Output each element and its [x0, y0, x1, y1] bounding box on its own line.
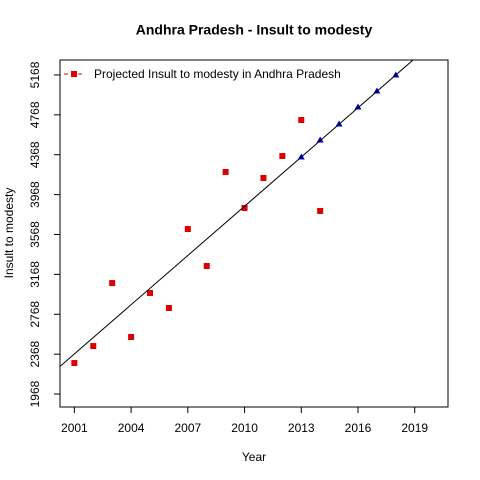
y-tick-label: 3568	[28, 221, 42, 248]
x-tick-label: 2016	[345, 421, 372, 435]
square-marker	[165, 304, 172, 311]
square-marker	[298, 117, 305, 124]
y-tick-label: 2768	[28, 301, 42, 328]
y-tick-label: 3968	[28, 181, 42, 208]
square-marker	[147, 290, 154, 297]
x-axis-label: Year	[242, 450, 266, 464]
triangle-marker	[354, 103, 362, 110]
square-marker	[109, 280, 116, 287]
y-tick-label: 5168	[28, 61, 42, 88]
x-tick-label: 2010	[231, 421, 258, 435]
square-marker	[222, 168, 229, 175]
square-marker	[71, 360, 78, 367]
y-tick-label: 4768	[28, 101, 42, 128]
square-marker	[260, 174, 267, 181]
y-tick-label: 2368	[28, 340, 42, 367]
trend-line	[60, 60, 414, 367]
triangle-marker	[335, 120, 343, 127]
square-marker	[184, 226, 191, 233]
y-tick-label: 1968	[28, 380, 42, 407]
x-tick-label: 2007	[174, 421, 201, 435]
chart-title: Andhra Pradesh - Insult to modesty	[136, 22, 373, 38]
square-marker	[203, 263, 210, 270]
square-marker	[317, 207, 324, 214]
triangle-marker	[373, 87, 381, 94]
square-marker	[279, 153, 286, 160]
x-tick-label: 2019	[401, 421, 428, 435]
triangle-marker	[316, 136, 324, 143]
x-tick-label: 2013	[288, 421, 315, 435]
square-marker	[90, 343, 97, 350]
legend-label: Projected Insult to modesty in Andhra Pr…	[94, 67, 341, 81]
square-marker	[128, 334, 135, 341]
plot-box	[59, 59, 449, 408]
y-tick-label: 4368	[28, 141, 42, 168]
y-tick-label: 3168	[28, 261, 42, 288]
x-tick-label: 2001	[61, 421, 88, 435]
legend-marker	[71, 71, 77, 77]
square-marker	[241, 204, 248, 211]
y-axis-label: Insult to modesty	[2, 188, 16, 279]
x-tick-label: 2004	[118, 421, 145, 435]
plot-area	[60, 60, 414, 367]
